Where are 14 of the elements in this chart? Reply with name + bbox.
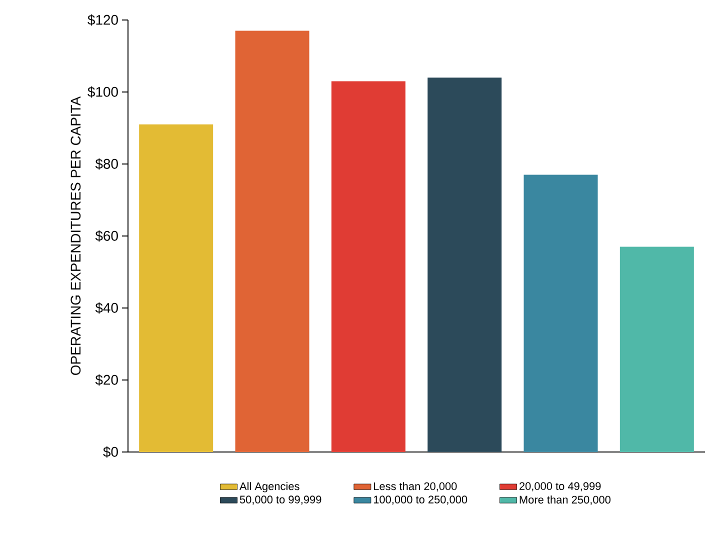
legend-label: More than 250,000 xyxy=(520,496,610,505)
legend-label: 20,000 to 49,999 xyxy=(520,482,601,492)
y-tick-label: $80 xyxy=(95,158,118,170)
y-tick-label: $60 xyxy=(95,230,118,242)
y-axis-title: OPERATING EXPENDITURES PER CAPITA xyxy=(70,96,81,375)
y-tick-label: $100 xyxy=(88,86,118,98)
y-tick-label: $120 xyxy=(88,14,118,26)
legend-label: 100,000 to 250,000 xyxy=(374,496,468,505)
y-tick-label: $0 xyxy=(103,446,118,458)
legend-label: Less than 20,000 xyxy=(374,482,457,492)
legend-label: All Agencies xyxy=(239,482,300,492)
y-tick-label: $20 xyxy=(95,374,118,386)
y-tick-label: $40 xyxy=(95,302,118,314)
legend-label: 50,000 to 99,999 xyxy=(240,496,322,505)
